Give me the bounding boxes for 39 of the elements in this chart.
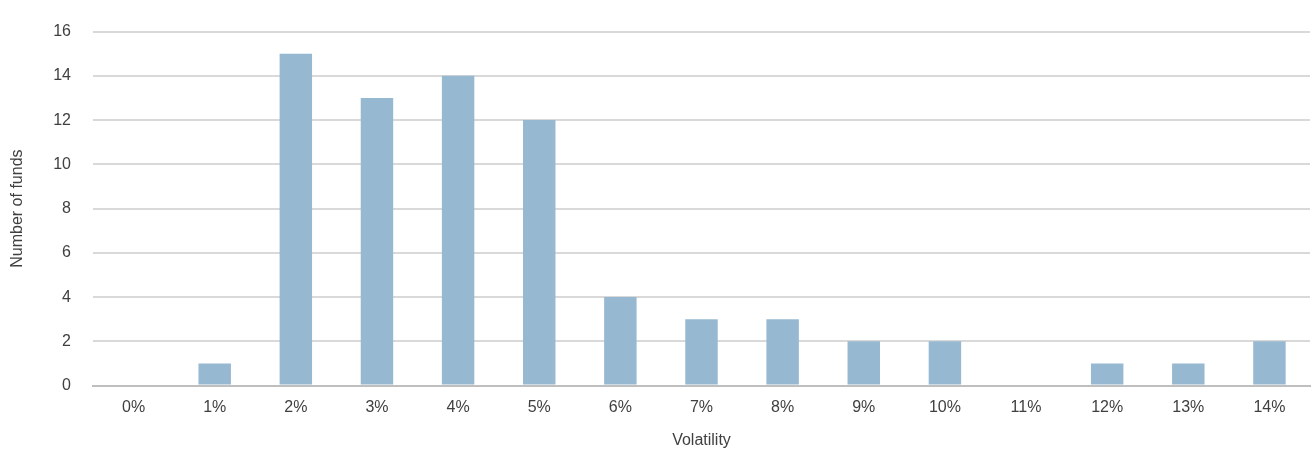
y-tick-label: 2 xyxy=(62,331,72,349)
bar xyxy=(198,363,231,385)
bar xyxy=(1090,363,1124,385)
bar xyxy=(766,319,799,385)
y-tick-label: 16 xyxy=(53,22,72,40)
bar xyxy=(1172,363,1205,385)
x-tick-label: 10% xyxy=(928,397,961,415)
bar xyxy=(685,319,718,385)
y-tick-label: 14 xyxy=(53,66,72,84)
y-tick-label: 12 xyxy=(53,110,72,128)
bar xyxy=(360,97,394,385)
bar xyxy=(1253,341,1286,385)
x-tick-label: 12% xyxy=(1091,397,1124,415)
bar xyxy=(279,53,313,385)
x-tick-label: 0% xyxy=(122,397,146,415)
x-tick-label: 5% xyxy=(527,397,551,415)
y-tick-label: 4 xyxy=(62,287,72,305)
y-axis-title: Number of funds xyxy=(8,149,26,268)
bar xyxy=(928,341,962,385)
x-axis-title: Volatility xyxy=(672,430,731,448)
y-tick-label: 8 xyxy=(62,199,72,217)
x-tick-label: 4% xyxy=(446,397,470,415)
x-tick-label: 3% xyxy=(365,397,389,415)
x-tick-label: 11% xyxy=(1010,397,1042,415)
y-tick-label: 0 xyxy=(62,376,72,394)
x-tick-label: 2% xyxy=(284,397,308,415)
x-tick-label: 14% xyxy=(1253,397,1286,415)
x-tick-label: 6% xyxy=(608,397,632,415)
y-tick-label: 10 xyxy=(53,154,72,172)
bar xyxy=(847,341,880,385)
x-tick-label: 9% xyxy=(852,397,876,415)
y-tick-label: 6 xyxy=(62,243,72,261)
bar xyxy=(441,75,475,385)
bar xyxy=(523,120,556,385)
x-tick-label: 1% xyxy=(203,397,227,415)
bar xyxy=(604,297,637,385)
x-tick-label: 7% xyxy=(689,397,714,415)
x-tick-label: 8% xyxy=(771,397,795,415)
x-tick-label: 13% xyxy=(1172,397,1205,415)
